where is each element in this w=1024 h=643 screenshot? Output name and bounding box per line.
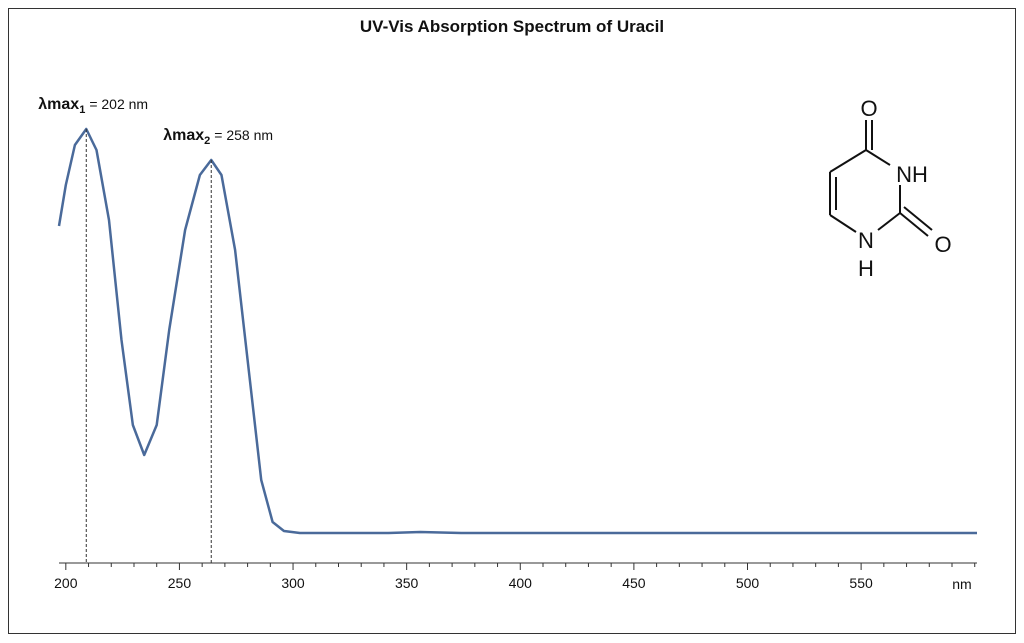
x-tick-label: 400 [509,575,533,591]
atom-label: O [934,232,951,257]
peak-annotation: λmax1 = 202 nm [38,96,148,116]
annotation-text: = 202 nm [89,96,148,112]
bond [865,149,891,166]
frame [8,8,1016,634]
x-axis-label: nm [952,576,971,592]
atom-label: NH [896,162,928,187]
peak-annotation: λmax2 = 258 nm [163,127,273,147]
annotation-symbol: λmax [38,96,79,113]
x-tick-label: 500 [736,575,760,591]
x-tick-label: 300 [281,575,305,591]
atom-label: N [858,228,874,253]
spectrum-line [57,127,977,535]
x-tick-label: 250 [168,575,192,591]
annotation-subscript: 1 [79,104,85,116]
x-tick-label: 450 [622,575,646,591]
x-tick-label: 350 [395,575,419,591]
annotation-symbol: λmax [163,127,204,144]
uracil-structure [829,120,933,237]
annotation-text: = 258 nm [214,127,273,143]
bond [829,149,867,173]
chart-title: UV-Vis Absorption Spectrum of Uracil [360,17,664,36]
atom-label: H [858,256,874,281]
bond [877,212,901,231]
atom-label: O [860,96,877,121]
x-tick-label: 550 [849,575,873,591]
bond [829,214,857,233]
x-tick-label: 200 [54,575,78,591]
bond [899,212,929,237]
bond [903,206,933,231]
annotation-subscript: 2 [204,135,210,147]
